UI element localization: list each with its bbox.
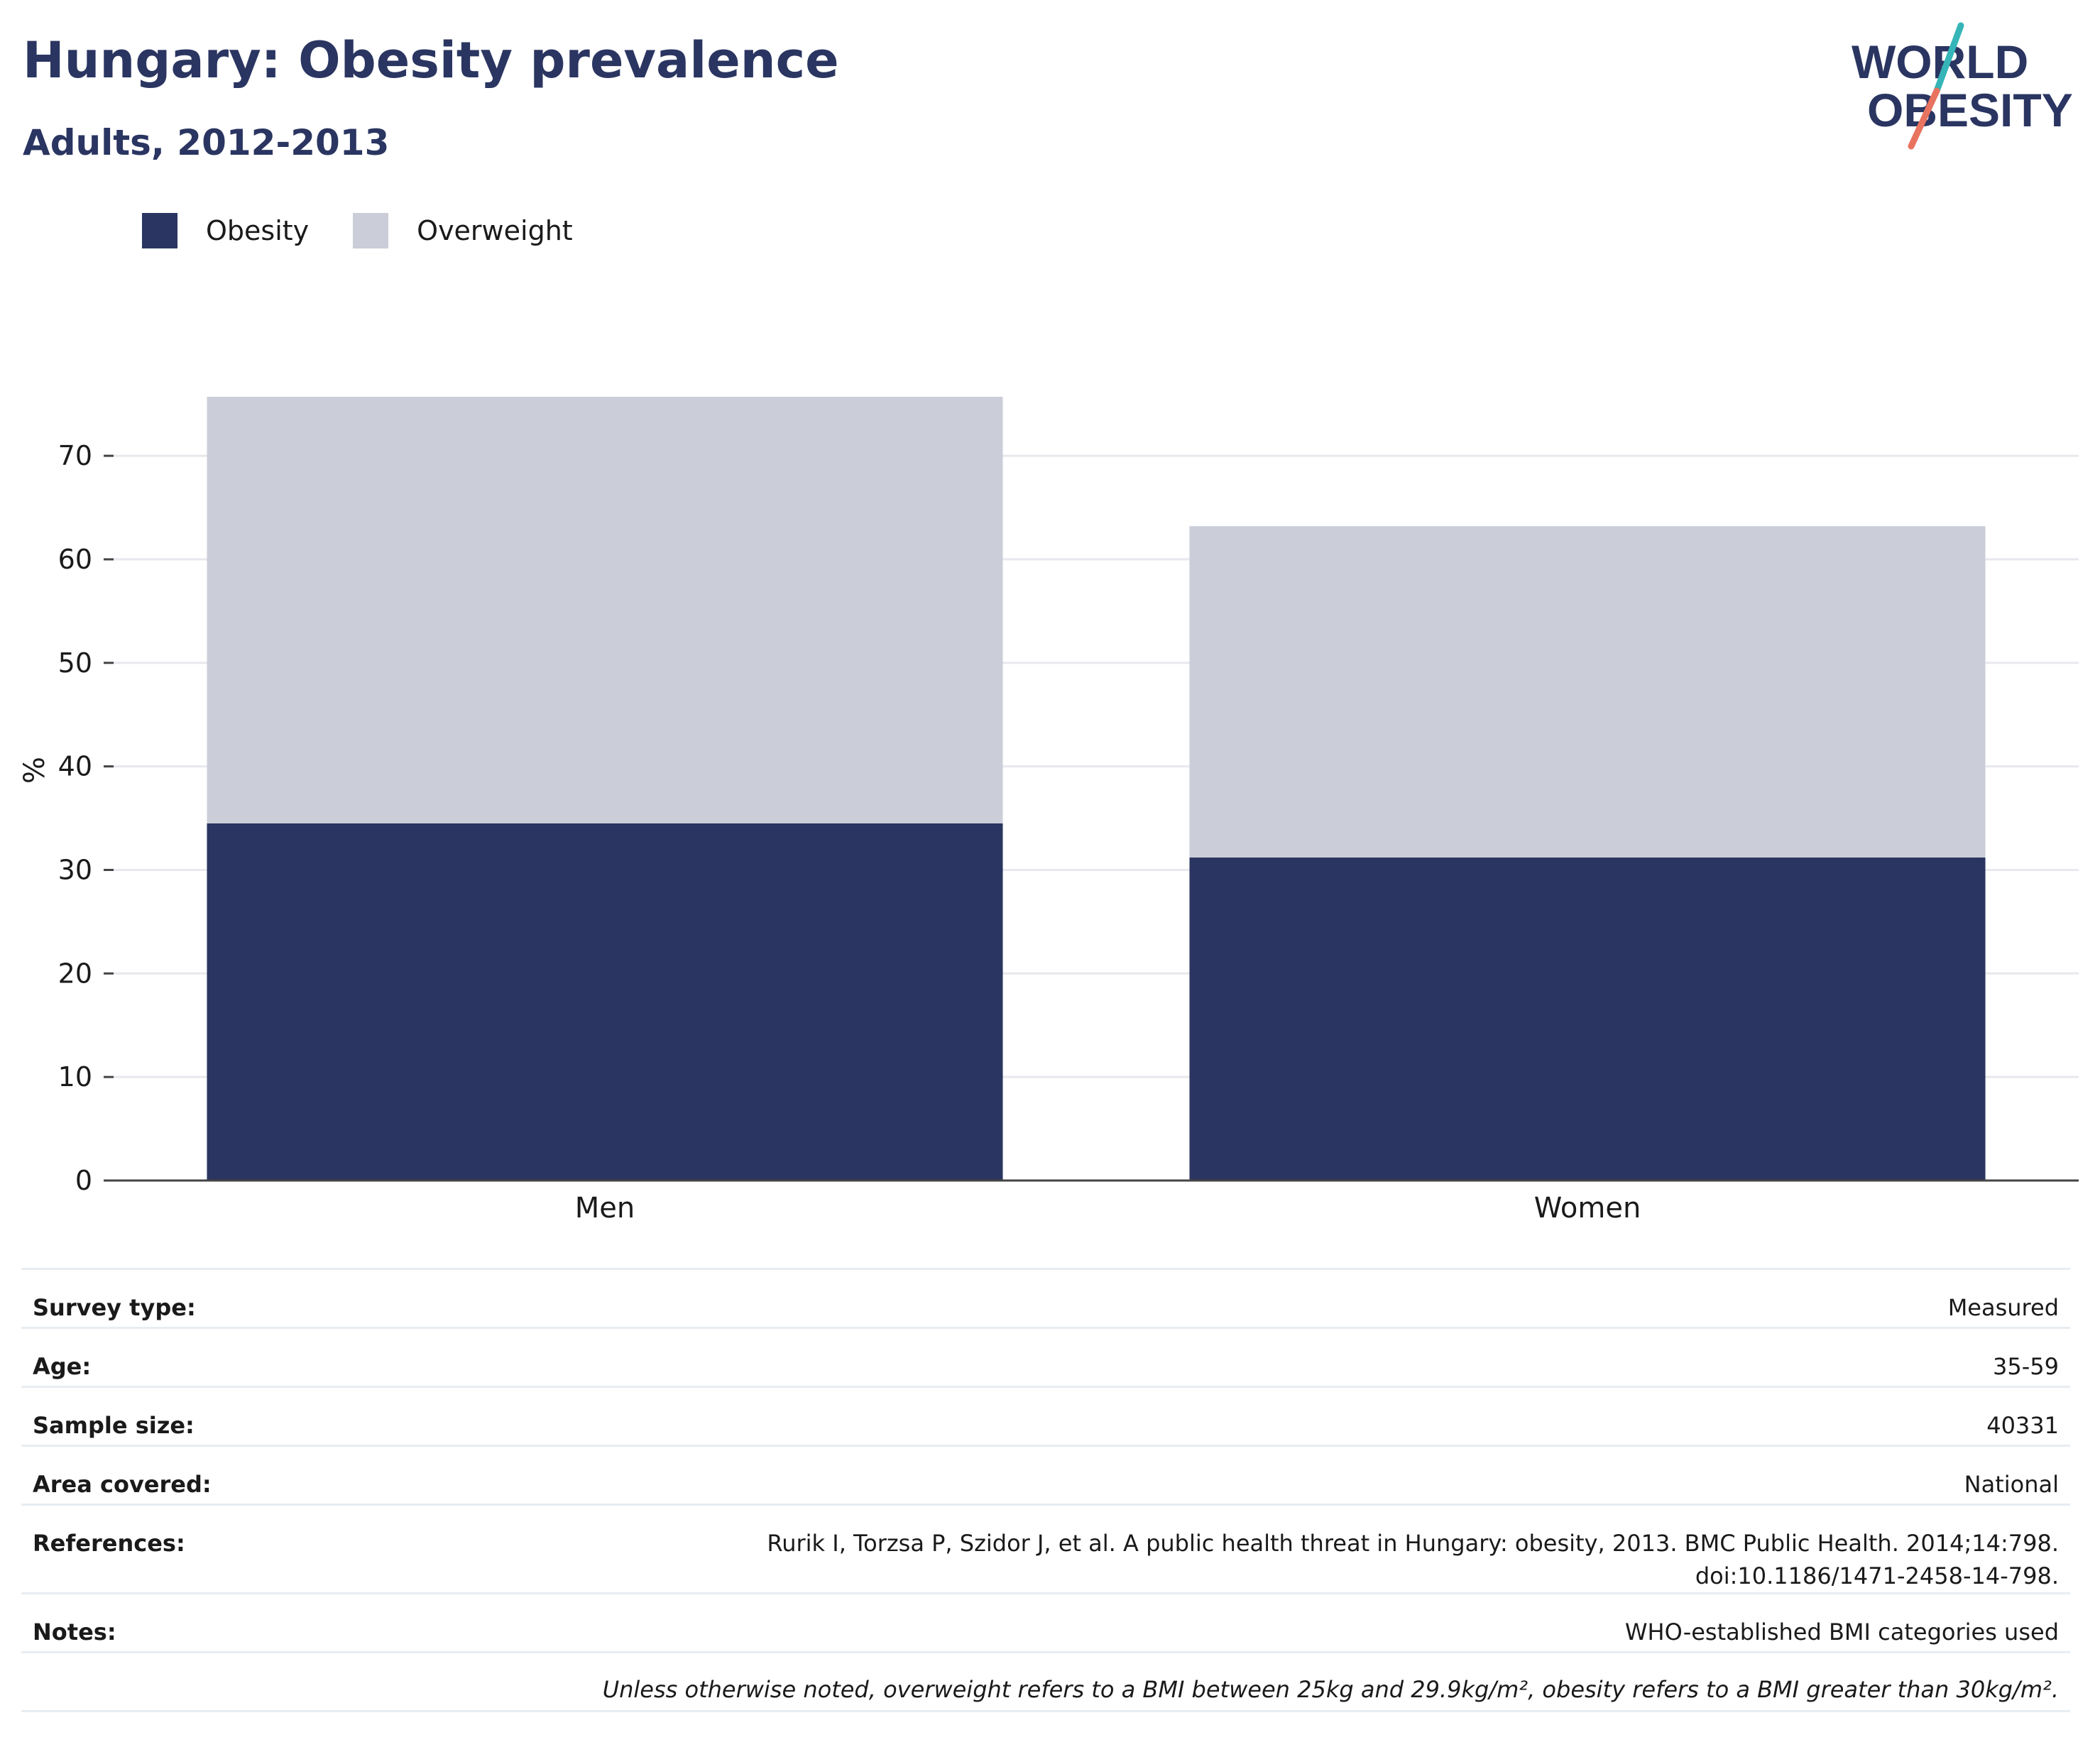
- meta-label: References:: [33, 1530, 185, 1557]
- logo-slash-top: [1933, 22, 1964, 94]
- meta-row-area-covered: Area covered: National: [21, 1445, 2070, 1504]
- y-tick-label: 30: [58, 854, 92, 885]
- x-tick-label: Men: [575, 1192, 635, 1225]
- bmi-footnote: Unless otherwise noted, overweight refer…: [21, 1651, 2070, 1712]
- y-tick-label: 50: [58, 647, 92, 679]
- bars: [207, 396, 1986, 1181]
- legend-swatch-overweight: [353, 213, 389, 248]
- meta-label: Sample size:: [33, 1412, 195, 1439]
- meta-row-survey-type: Survey type: Measured: [21, 1268, 2070, 1327]
- meta-label: Notes:: [33, 1619, 116, 1645]
- meta-row-references: References: Rurik I, Torzsa P, Szidor J,…: [21, 1504, 2070, 1592]
- meta-value: 35-59: [1993, 1353, 2059, 1380]
- bar-overweight-women[interactable]: [1189, 526, 1986, 858]
- legend-item-obesity[interactable]: Obesity: [142, 213, 309, 248]
- legend-swatch-obesity: [142, 213, 177, 248]
- legend-label-obesity: Obesity: [206, 215, 310, 246]
- y-tick-label: 60: [58, 544, 92, 575]
- meta-label: Survey type:: [33, 1294, 196, 1321]
- bar-obesity-men[interactable]: [207, 823, 1003, 1181]
- world-obesity-logo: WORLD OBESITY: [1852, 22, 2073, 150]
- bar-chart: 0 10 20 30 40 50 60 70 Men Women %: [18, 396, 2079, 1225]
- survey-details-table: Survey type: Measured Age: 35-59 Sample …: [21, 1268, 2070, 1712]
- x-tick-label: Women: [1534, 1192, 1641, 1225]
- bar-overweight-men[interactable]: [207, 396, 1003, 823]
- y-tick-label: 0: [75, 1165, 92, 1196]
- chart-subtitle: Adults, 2012-2013: [23, 122, 390, 163]
- legend: Obesity Overweight: [142, 212, 617, 250]
- legend-label-overweight: Overweight: [417, 215, 573, 246]
- meta-row-sample-size: Sample size: 40331: [21, 1386, 2070, 1445]
- meta-row-notes: Notes: WHO-established BMI categories us…: [21, 1592, 2070, 1651]
- meta-value: WHO-established BMI categories used: [1624, 1619, 2059, 1645]
- meta-label: Area covered:: [33, 1471, 212, 1498]
- meta-value: National: [1964, 1471, 2059, 1498]
- bar-obesity-women[interactable]: [1189, 857, 1986, 1181]
- axes: 0 10 20 30 40 50 60 70 Men Women: [58, 440, 2079, 1225]
- chart-title: Hungary: Obesity prevalence: [23, 31, 839, 89]
- meta-value: Measured: [1947, 1294, 2059, 1321]
- legend-item-overweight[interactable]: Overweight: [353, 213, 573, 248]
- y-axis-label: %: [18, 757, 51, 784]
- y-tick-label: 40: [58, 751, 92, 782]
- meta-value: 40331: [1986, 1412, 2059, 1439]
- meta-label: Age:: [33, 1353, 92, 1380]
- logo-text-obesity: OBESITY: [1867, 84, 2073, 136]
- meta-value: Rurik I, Torzsa P, Szidor J, et al. A pu…: [767, 1530, 2059, 1589]
- logo-slash-bottom: [1908, 87, 1940, 150]
- meta-row-age: Age: 35-59: [21, 1327, 2070, 1386]
- y-tick-label: 70: [58, 440, 92, 471]
- y-tick-label: 10: [58, 1061, 92, 1092]
- y-tick-label: 20: [58, 958, 92, 989]
